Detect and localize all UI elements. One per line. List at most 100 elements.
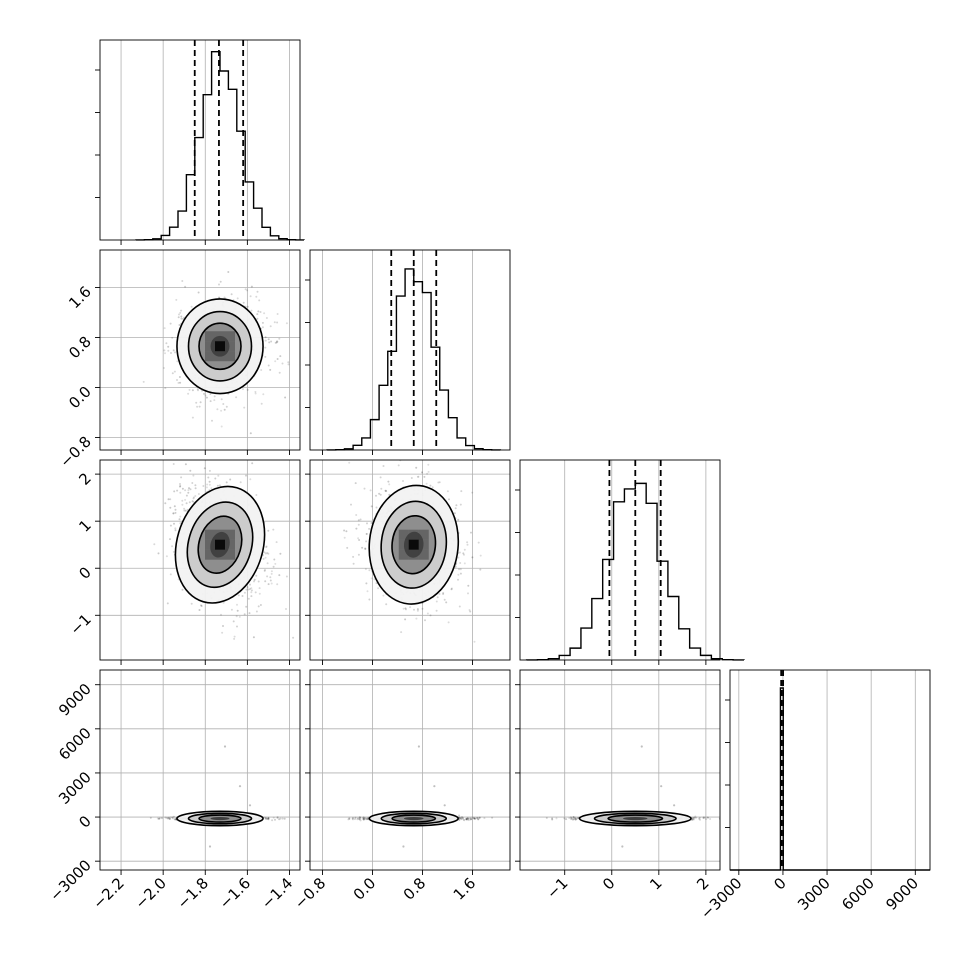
sample-point bbox=[179, 515, 182, 518]
sample-point bbox=[263, 816, 266, 819]
sample-point bbox=[256, 317, 259, 320]
sample-point bbox=[454, 507, 457, 510]
sample-point bbox=[466, 817, 469, 820]
sample-point bbox=[368, 598, 371, 601]
sample-point bbox=[483, 817, 486, 820]
sample-point bbox=[230, 293, 233, 296]
sample-point bbox=[256, 290, 259, 293]
density-bin bbox=[418, 529, 429, 540]
sample-point bbox=[466, 817, 469, 820]
sample-point bbox=[164, 387, 167, 390]
sample-point bbox=[232, 620, 235, 623]
sample-point bbox=[219, 280, 222, 283]
sample-point bbox=[273, 558, 276, 561]
sample-point bbox=[250, 285, 253, 288]
sample-point bbox=[270, 340, 273, 343]
sample-point bbox=[698, 816, 701, 819]
density-bin bbox=[225, 331, 235, 342]
x-tick-label: 0.8 bbox=[400, 874, 430, 904]
density-bin bbox=[215, 539, 225, 550]
sample-point bbox=[222, 625, 224, 627]
sample-point bbox=[239, 481, 242, 484]
sample-point bbox=[200, 604, 202, 607]
sample-point bbox=[271, 819, 274, 822]
sample-point bbox=[218, 484, 221, 487]
contour-line bbox=[198, 814, 242, 823]
sample-point bbox=[359, 816, 362, 819]
y-tick-label: −1 bbox=[66, 610, 94, 638]
sample-point bbox=[249, 478, 252, 481]
sample-point bbox=[257, 605, 260, 608]
sample-point bbox=[181, 487, 184, 490]
sample-point bbox=[345, 530, 348, 533]
sample-point bbox=[465, 818, 468, 820]
sample-point bbox=[359, 518, 362, 521]
sample-point bbox=[285, 608, 287, 610]
sample-point bbox=[194, 495, 197, 497]
density-bin bbox=[418, 539, 429, 550]
y-tick-label: 0.0 bbox=[65, 383, 95, 413]
sample-point bbox=[702, 816, 705, 819]
sample-point bbox=[266, 551, 269, 554]
sample-point bbox=[478, 816, 481, 819]
sample-point bbox=[276, 817, 279, 819]
sample-point bbox=[158, 817, 160, 820]
sample-point bbox=[208, 483, 211, 486]
sample-point bbox=[693, 816, 696, 819]
sample-point bbox=[246, 586, 249, 589]
sample-point bbox=[573, 817, 576, 820]
panel-content bbox=[142, 271, 290, 435]
density-bin bbox=[205, 351, 215, 362]
sample-point bbox=[267, 583, 270, 586]
sample-point bbox=[361, 817, 364, 820]
panel-frame bbox=[99, 459, 301, 661]
sample-point bbox=[188, 388, 191, 391]
sample-point bbox=[264, 556, 267, 559]
sample-point bbox=[197, 493, 200, 495]
sample-point bbox=[264, 336, 267, 339]
sample-point bbox=[229, 478, 232, 481]
sample-point bbox=[192, 497, 195, 500]
sample-point bbox=[263, 569, 266, 572]
sample-point bbox=[476, 816, 479, 819]
sample-point bbox=[192, 474, 195, 477]
sample-point bbox=[262, 393, 265, 396]
sample-point bbox=[252, 636, 255, 639]
sample-point bbox=[208, 469, 211, 472]
contour-line bbox=[187, 812, 253, 825]
sample-point bbox=[245, 588, 248, 591]
sample-point bbox=[459, 503, 462, 506]
sample-point bbox=[165, 342, 168, 345]
sample-point bbox=[244, 288, 247, 291]
sample-point bbox=[691, 818, 694, 821]
sample-point bbox=[261, 321, 264, 324]
sample-point bbox=[375, 506, 378, 509]
sample-point bbox=[242, 388, 244, 391]
sample-point bbox=[248, 804, 252, 807]
panel-frame bbox=[99, 39, 301, 241]
contour-line bbox=[391, 514, 437, 575]
sample-point bbox=[191, 500, 194, 503]
contour-line bbox=[380, 812, 448, 825]
sample-point bbox=[169, 538, 171, 541]
sample-point bbox=[274, 341, 277, 344]
sample-point bbox=[285, 575, 288, 578]
sample-point bbox=[189, 488, 192, 491]
sample-point bbox=[264, 580, 267, 583]
sample-point bbox=[203, 392, 205, 395]
sample-point bbox=[173, 505, 176, 508]
sample-point bbox=[184, 463, 187, 466]
y-tick-label: 6000 bbox=[55, 724, 95, 764]
panel-content bbox=[149, 745, 286, 848]
sample-point bbox=[178, 313, 180, 316]
sample-point bbox=[174, 511, 177, 514]
sample-point bbox=[347, 818, 350, 821]
sample-point bbox=[169, 506, 172, 509]
sample-point bbox=[167, 498, 170, 501]
panel-content bbox=[347, 745, 494, 848]
sample-point bbox=[462, 552, 465, 555]
sample-point bbox=[466, 818, 469, 821]
x-tick-label: 0.0 bbox=[350, 874, 380, 904]
sample-point bbox=[269, 368, 272, 371]
